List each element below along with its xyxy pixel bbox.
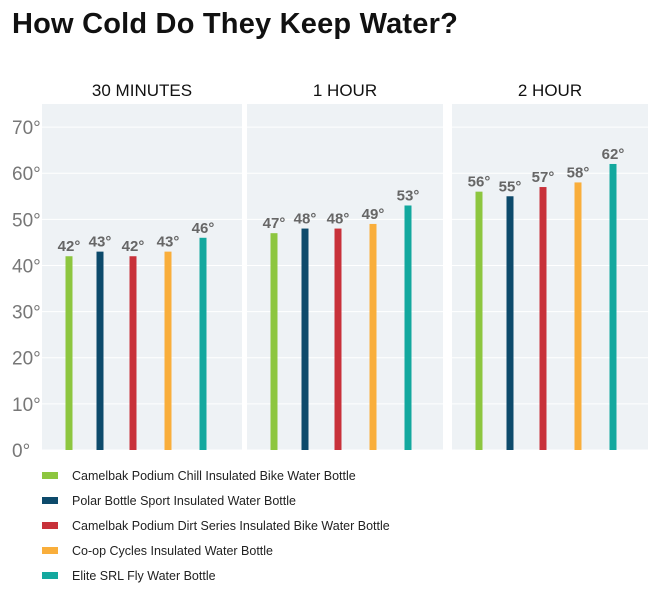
bar-value-label: 48°: [294, 211, 317, 228]
legend-label: Elite SRL Fly Water Bottle: [72, 568, 216, 583]
legend-item: Co-op Cycles Insulated Water Bottle: [42, 538, 390, 563]
legend-swatch: [42, 472, 58, 479]
y-tick-label: 20°: [12, 349, 41, 370]
legend-label: Camelbak Podium Chill Insulated Bike Wat…: [72, 468, 356, 483]
legend-item: Elite SRL Fly Water Bottle: [42, 563, 390, 588]
bar-value-label: 57°: [532, 169, 555, 186]
panel-title: 1 HOUR: [313, 81, 377, 100]
bar-value-label: 48°: [327, 211, 350, 228]
y-tick-label: 40°: [12, 256, 41, 277]
legend-swatch: [42, 497, 58, 504]
bar-chart: 0° 10° 20° 30° 40° 50° 60° 70° 30 MINUTES 1 HOUR 2…: [12, 81, 648, 460]
y-tick-label: 10°: [12, 395, 41, 416]
bar-value-label: 42°: [122, 238, 145, 255]
panel-title: 30 MINUTES: [92, 81, 192, 100]
legend-label: Camelbak Podium Dirt Series Insulated Bi…: [72, 518, 390, 533]
bar: [404, 205, 412, 450]
bar: [369, 223, 377, 450]
bar: [506, 196, 514, 450]
chart-title: How Cold Do They Keep Water?: [12, 8, 458, 40]
legend-label: Co-op Cycles Insulated Water Bottle: [72, 543, 274, 558]
bar: [301, 228, 309, 450]
bar-value-label: 58°: [567, 164, 590, 181]
y-tick-label: 30°: [12, 303, 41, 324]
bar: [270, 233, 278, 450]
bar-value-label: 43°: [89, 234, 112, 251]
bar-value-label: 49°: [362, 206, 385, 223]
panel-title: 2 HOUR: [518, 81, 582, 100]
legend: Camelbak Podium Chill Insulated Bike Wat…: [42, 463, 390, 588]
panel-background: [42, 104, 242, 450]
bar: [609, 163, 617, 450]
bar: [574, 182, 582, 450]
bar: [129, 256, 137, 450]
y-tick-label: 0°: [12, 441, 30, 460]
bar: [334, 228, 342, 450]
legend-swatch: [42, 547, 58, 554]
legend-item: Camelbak Podium Dirt Series Insulated Bi…: [42, 513, 390, 538]
bar: [199, 237, 207, 450]
bar-value-label: 47°: [263, 215, 286, 232]
bar-value-label: 53°: [397, 187, 420, 204]
bar-value-label: 55°: [499, 178, 522, 195]
bar: [475, 191, 483, 451]
bar: [539, 187, 547, 451]
y-tick-label: 50°: [12, 210, 41, 231]
bar-value-label: 62°: [602, 146, 625, 163]
bar-value-label: 42°: [58, 238, 81, 255]
legend-label: Polar Bottle Sport Insulated Water Bottl…: [72, 493, 296, 508]
bar: [96, 251, 104, 450]
bar-value-label: 43°: [157, 234, 180, 251]
legend-swatch: [42, 572, 58, 579]
legend-swatch: [42, 522, 58, 529]
y-tick-label: 60°: [12, 164, 41, 185]
bar: [164, 251, 172, 450]
bar-value-label: 46°: [192, 220, 215, 237]
bar: [65, 256, 73, 450]
legend-item: Camelbak Podium Chill Insulated Bike Wat…: [42, 463, 390, 488]
legend-item: Polar Bottle Sport Insulated Water Bottl…: [42, 488, 390, 513]
bar-value-label: 56°: [468, 174, 491, 191]
y-tick-label: 70°: [12, 118, 41, 139]
